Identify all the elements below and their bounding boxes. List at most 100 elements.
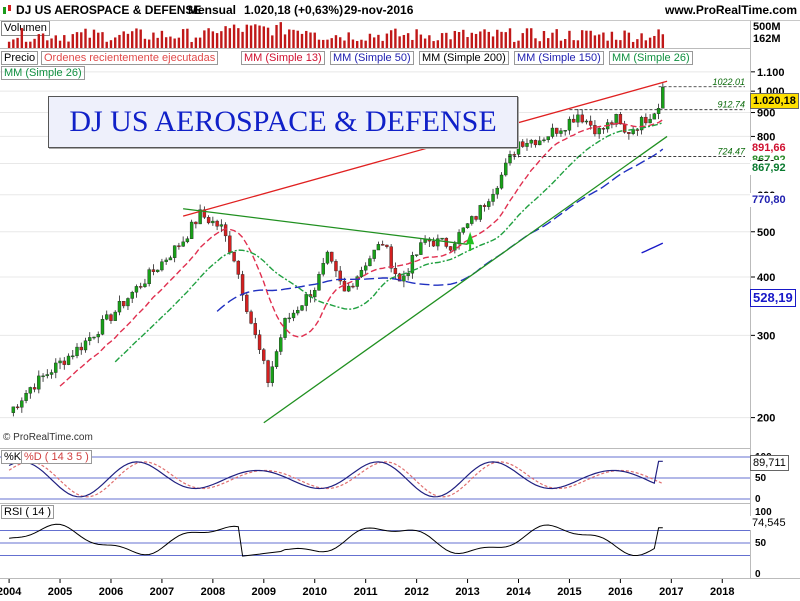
volume-bar: [313, 32, 316, 48]
volume-bar: [551, 32, 554, 48]
volume-bar: [215, 33, 219, 48]
candle-body: [385, 244, 389, 247]
candle-body: [49, 372, 54, 375]
volume-legend[interactable]: Volumen: [1, 21, 50, 36]
legend-precio[interactable]: Precio: [1, 51, 39, 65]
x-tick-label: 2012: [404, 586, 428, 598]
volume-scale-mid: 162M: [753, 33, 781, 45]
stochastic-k-legend[interactable]: %K: [1, 450, 25, 464]
period-label: Mensual: [188, 3, 237, 17]
volume-bar: [644, 40, 648, 48]
last-price-tag: 1.020,18: [750, 93, 799, 109]
stochastic-d-line: [8, 461, 664, 498]
candle-body: [138, 286, 143, 288]
candle-body: [521, 141, 525, 147]
volume-bar: [41, 33, 45, 48]
candle-body: [287, 317, 291, 320]
site-label[interactable]: www.ProRealTime.com: [665, 3, 798, 17]
candle-body: [584, 120, 589, 123]
mm26-line: [114, 122, 664, 363]
volume-bar: [29, 41, 32, 48]
candle-body: [223, 224, 228, 237]
candle-body: [270, 366, 274, 383]
volume-bar: [156, 37, 159, 48]
x-tick-label: 2016: [608, 586, 632, 598]
volume-bar: [211, 31, 215, 48]
legend-ordenes[interactable]: Ordenes recientemente ejecutadas: [41, 51, 219, 65]
volume-bar: [389, 30, 393, 48]
volume-bar: [300, 33, 304, 48]
candle-body: [109, 314, 113, 321]
volume-bar: [648, 37, 652, 48]
stochastic-d-legend[interactable]: %D ( 14 3 5 ): [21, 450, 92, 464]
volume-bar: [559, 40, 563, 48]
candle-body: [555, 127, 559, 134]
legend-mm200[interactable]: MM (Simple 200): [419, 51, 509, 65]
candle-body: [83, 340, 88, 351]
mm13-price-tag: 891,66: [750, 141, 788, 155]
legend-mm26a[interactable]: MM (Simple 26): [609, 51, 693, 65]
candle-body: [389, 246, 393, 269]
candle-body: [62, 360, 66, 365]
legend-mm13[interactable]: MM (Simple 13): [241, 51, 325, 65]
y-tick-label: 400: [757, 272, 775, 284]
candle-body: [198, 209, 202, 225]
candle-body: [172, 245, 177, 258]
volume-bar: [385, 33, 389, 48]
rsi-legend[interactable]: RSI ( 14 ): [1, 505, 55, 519]
candle-body: [296, 310, 300, 314]
volume-bar: [623, 30, 626, 48]
candles: [11, 83, 665, 417]
volume-bar: [266, 27, 270, 48]
volume-bar: [372, 37, 376, 48]
volume-bar: [534, 38, 537, 48]
instrument-name: DJ US AEROSPACE & DEFENSE: [16, 3, 202, 17]
candle-body: [355, 276, 359, 287]
volume-bar: [364, 40, 367, 48]
candle-body: [338, 270, 342, 282]
volume-bar: [71, 34, 74, 48]
candle-body: [151, 269, 156, 272]
candle-body: [440, 237, 444, 240]
rsi-tick-label: 100: [755, 507, 772, 518]
x-tick-label: 2017: [659, 586, 683, 598]
x-tick-label: 2005: [48, 586, 72, 598]
candle-body: [639, 116, 644, 131]
candle-body: [627, 132, 631, 134]
candle-body: [457, 232, 461, 245]
stochastic-panel: %K %D ( 14 3 5 ): [0, 448, 750, 504]
candle-body: [393, 268, 398, 275]
x-tick-label: 2014: [506, 586, 531, 598]
volume-bar: [101, 32, 104, 48]
candle-body: [453, 243, 457, 251]
candle-body: [71, 355, 75, 358]
candle-body: [542, 139, 546, 142]
volume-bar: [181, 29, 185, 48]
legend-mm150[interactable]: MM (Simple 150): [514, 51, 604, 65]
volume-bar: [487, 31, 490, 48]
volume-bar: [63, 35, 66, 48]
candle-body: [79, 346, 83, 351]
candle-body: [194, 221, 198, 225]
x-tick-label: 2009: [252, 586, 276, 598]
volume-bar: [496, 29, 499, 48]
top-bar: DJ US AEROSPACE & DEFENSE Mensual 1.020,…: [0, 0, 800, 21]
candle-body: [402, 275, 406, 282]
x-axis: 2004 2005 2006 2007 2008 2009 2010 2011 2012 2013…: [0, 578, 800, 601]
volume-bar: [33, 38, 36, 48]
x-tick-label: 2018: [710, 586, 734, 598]
volume-bar: [254, 24, 257, 48]
volume-bar: [381, 40, 384, 48]
volume-bar: [491, 36, 495, 48]
candle-body: [330, 251, 334, 262]
legend-mm26b[interactable]: MM (Simple 26): [1, 66, 85, 80]
candle-body: [325, 251, 330, 264]
legend-mm50[interactable]: MM (Simple 50): [330, 51, 414, 65]
candle-body: [236, 260, 241, 275]
volume-bar: [67, 41, 70, 48]
chart-type-icon[interactable]: [2, 4, 12, 15]
volume-bar: [542, 30, 546, 48]
volume-bar: [326, 39, 329, 48]
volume-bar: [343, 40, 346, 48]
candle-body: [15, 406, 20, 409]
